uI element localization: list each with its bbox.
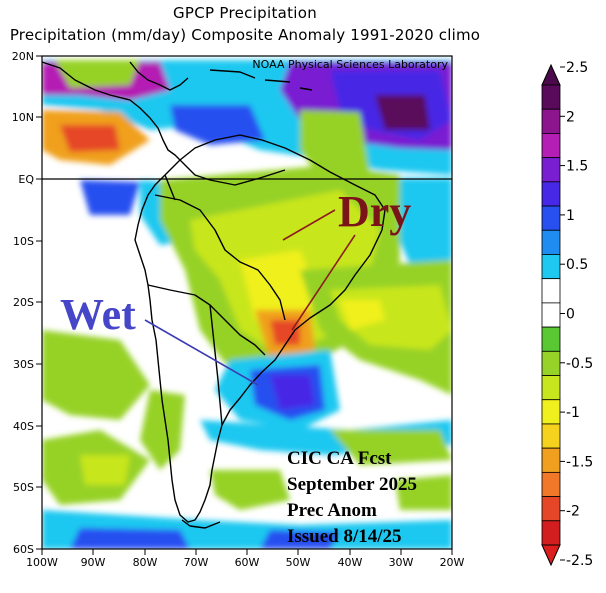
- lon-tick: 40W: [338, 549, 363, 569]
- lat-label: 60S: [13, 543, 34, 556]
- lon-label: 20W: [440, 556, 465, 569]
- anomaly-field: [42, 60, 452, 549]
- wet-pointer: [144, 319, 259, 386]
- lon-label: 50W: [286, 556, 311, 569]
- lat-label: 10S: [13, 235, 34, 248]
- colorbar-label: 0.5: [566, 257, 588, 273]
- lon-tick: 50W: [286, 549, 311, 569]
- colorbar-swatch: [541, 423, 561, 449]
- dry-pointer-north: [282, 209, 336, 241]
- colorbar-arrow-top: [541, 63, 561, 86]
- lon-tick: 100W: [26, 549, 58, 569]
- colorbar-label: -2.5: [566, 553, 593, 569]
- colorbar-swatch: [541, 496, 561, 522]
- colorbar-swatch: [541, 84, 561, 110]
- lon-label: 70W: [184, 556, 209, 569]
- lat-label: 20N: [12, 50, 34, 63]
- colorbar-swatch: [541, 133, 561, 159]
- colorbar-swatch: [541, 399, 561, 425]
- colorbar-label: -2: [566, 504, 580, 520]
- lon-label: 90W: [81, 556, 106, 569]
- lat-tick: 40S: [13, 420, 42, 433]
- colorbar-label: -1.5: [566, 454, 593, 470]
- colorbar-swatch: [541, 205, 561, 231]
- colorbar-label: -1: [566, 405, 580, 421]
- lon-label: 40W: [338, 556, 363, 569]
- colorbar-label: -0.5: [566, 356, 593, 372]
- lat-label: EQ: [18, 173, 34, 186]
- lon-label: 30W: [389, 556, 414, 569]
- forecast-line-4: Issued 8/14/25: [287, 526, 402, 547]
- colorbar-arrow-bottom: [541, 544, 561, 567]
- colorbar-swatch: [541, 326, 561, 352]
- chart-subtitle: Precipitation (mm/day) Composite Anomaly…: [9, 26, 481, 44]
- colorbar-swatch: [541, 278, 561, 304]
- lat-tick: 20S: [13, 296, 42, 309]
- longitude-axis: 100W 90W 80W 70W 60W 50W 40W 30W 20W: [26, 549, 465, 569]
- coastline: [42, 61, 386, 529]
- colorbar-swatch: [541, 375, 561, 401]
- lat-tick: EQ: [18, 173, 42, 186]
- colorbar-swatch: [541, 302, 561, 328]
- colorbar-label: 0: [566, 307, 575, 323]
- lon-tick: 90W: [81, 549, 106, 569]
- lat-label: 50S: [13, 481, 34, 494]
- lon-tick: 20W: [440, 549, 465, 569]
- colorbar-swatch: [541, 229, 561, 255]
- chart-title: GPCP Precipitation: [172, 4, 318, 22]
- colorbar: 2.5 2 1.5 1 0.5 0 -0.5 -1 -1.5 -2 -2.5: [541, 60, 593, 569]
- lon-tick: 30W: [389, 549, 414, 569]
- lon-label: 60W: [235, 556, 260, 569]
- lat-tick: 10N: [12, 111, 42, 124]
- lon-label: 100W: [26, 556, 58, 569]
- lat-tick: 20N: [12, 50, 42, 63]
- lat-label: 40S: [13, 420, 34, 433]
- colorbar-swatch: [541, 471, 561, 497]
- lat-label: 20S: [13, 296, 34, 309]
- colorbar-swatch: [541, 350, 561, 376]
- lon-label: 80W: [133, 556, 158, 569]
- lon-tick: 70W: [184, 549, 209, 569]
- lat-tick: 50S: [13, 481, 42, 494]
- forecast-line-2: September 2025: [287, 474, 417, 495]
- colorbar-swatch: [541, 254, 561, 280]
- forecast-line-1: CIC CA Fcst: [287, 448, 392, 469]
- wet-annotation: Wet: [60, 290, 136, 339]
- colorbar-swatch: [541, 181, 561, 207]
- colorbar-swatch: [541, 447, 561, 473]
- colorbar-label: 2: [566, 109, 575, 125]
- lat-tick: 30S: [13, 358, 42, 371]
- forecast-line-3: Prec Anom: [287, 500, 377, 521]
- lon-tick: 80W: [133, 549, 158, 569]
- lon-tick: 60W: [235, 549, 260, 569]
- lat-label: 30S: [13, 358, 34, 371]
- latitude-axis: 20N 10N EQ 10S 20S 30S 40S 50S 60S: [12, 50, 42, 556]
- map-plot-area: [41, 55, 453, 550]
- colorbar-label: 1: [566, 208, 575, 224]
- colorbar-swatch: [541, 157, 561, 183]
- colorbar-swatch: [541, 520, 561, 546]
- lat-tick: 10S: [13, 235, 42, 248]
- dry-annotation: Dry: [338, 187, 411, 236]
- colorbar-swatch: [541, 108, 561, 134]
- colorbar-label: 1.5: [566, 159, 588, 175]
- lat-tick: 60S: [13, 543, 42, 556]
- watermark: NOAA Physical Sciences Laboratory: [252, 58, 448, 71]
- lat-label: 10N: [12, 111, 34, 124]
- dry-pointer-south: [291, 234, 356, 331]
- colorbar-label: 2.5: [566, 60, 588, 76]
